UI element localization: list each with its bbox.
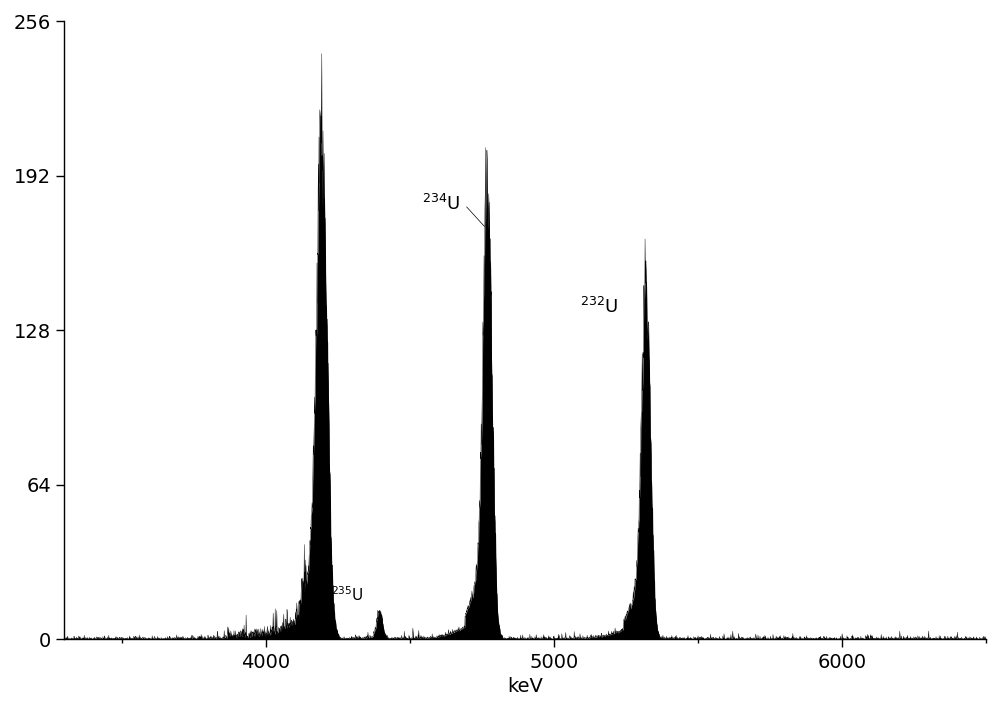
Text: $^{232}$U: $^{232}$U <box>580 297 619 317</box>
X-axis label: keV: keV <box>507 677 543 696</box>
Text: $^{235}$U: $^{235}$U <box>331 585 364 604</box>
Text: $^{234}$U: $^{234}$U <box>422 194 460 214</box>
